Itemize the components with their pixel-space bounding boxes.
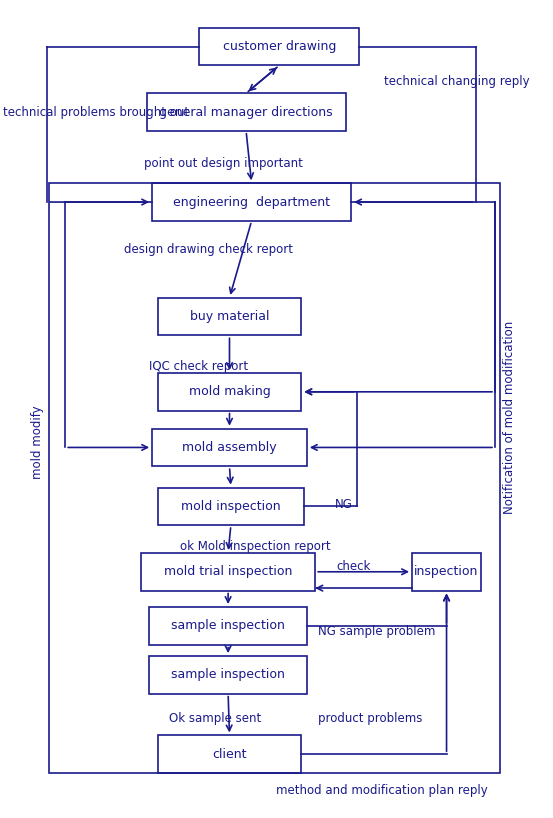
Bar: [412, 553, 481, 591]
Bar: [152, 183, 351, 221]
Bar: [141, 553, 315, 591]
Text: IQC check report: IQC check report: [149, 360, 248, 373]
Text: NG sample problem: NG sample problem: [318, 625, 435, 638]
Text: sample inspection: sample inspection: [171, 619, 285, 632]
Text: customer drawing: customer drawing: [222, 40, 336, 53]
Text: buy material: buy material: [190, 310, 269, 323]
Bar: [199, 28, 359, 65]
Text: general manager directions: general manager directions: [159, 106, 333, 119]
Bar: [158, 373, 301, 411]
Bar: [149, 607, 307, 645]
Text: method and modification plan reply: method and modification plan reply: [276, 784, 488, 797]
Text: sample inspection: sample inspection: [171, 668, 285, 681]
Bar: [149, 656, 307, 694]
Text: mold trial inspection: mold trial inspection: [164, 565, 293, 578]
Text: NG: NG: [335, 498, 352, 511]
Text: design drawing check report: design drawing check report: [124, 243, 294, 256]
Text: mold modify: mold modify: [30, 405, 44, 479]
Text: ok Mold inspection report: ok Mold inspection report: [180, 540, 330, 553]
Bar: [147, 93, 346, 131]
Text: product problems: product problems: [318, 712, 422, 725]
Bar: [158, 735, 301, 773]
Text: technical problems brought out: technical problems brought out: [3, 106, 189, 119]
Text: check: check: [336, 560, 371, 573]
Bar: [152, 429, 307, 466]
Bar: [158, 488, 304, 525]
Text: engineering  department: engineering department: [173, 196, 330, 209]
Text: mold assembly: mold assembly: [182, 441, 277, 454]
Text: inspection: inspection: [414, 565, 479, 578]
Text: Ok sample sent: Ok sample sent: [169, 712, 261, 725]
Text: point out design important: point out design important: [144, 157, 302, 170]
Text: Notification of mold modification: Notification of mold modification: [503, 321, 517, 514]
Text: mold inspection: mold inspection: [181, 500, 281, 513]
Text: technical changing reply: technical changing reply: [384, 75, 530, 88]
Bar: [158, 298, 301, 335]
Text: client: client: [212, 748, 247, 761]
Bar: [49, 183, 500, 773]
Text: mold making: mold making: [189, 385, 270, 398]
